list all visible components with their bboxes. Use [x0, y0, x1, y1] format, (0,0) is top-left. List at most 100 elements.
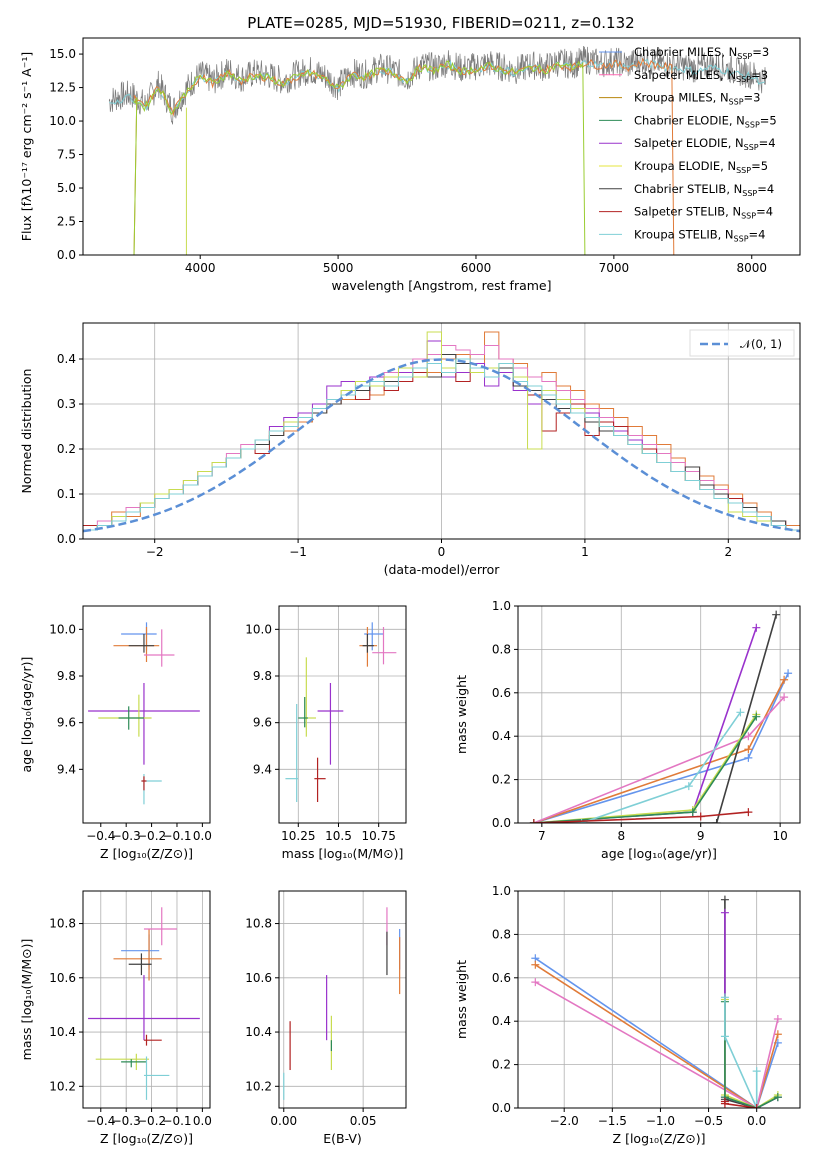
legend-suffix: =3 [752, 45, 769, 59]
series-marker [720, 1032, 729, 1041]
x-tick-label: 0.0 [747, 1114, 766, 1128]
mass-weight-series [724, 1001, 779, 1108]
series-marker [720, 908, 729, 917]
legend-suffix: =4 [756, 205, 773, 219]
y-tick-label: 9.6 [253, 716, 272, 730]
x-axis-label: Z [log₁₀(Z/Z⊙)] [100, 846, 193, 861]
series-marker [720, 1099, 729, 1108]
series-marker [773, 1030, 782, 1039]
series-marker [744, 753, 753, 762]
x-tick-label: 8 [617, 829, 625, 843]
mass-weight-series [724, 912, 779, 1108]
y-tick-label: 15.0 [49, 47, 76, 61]
panel-age-vs-mass: 10.25 10.5 10.75 9.4 9.6 9.8 10.0 mass [log₁₀(M… [245, 605, 407, 861]
x-tick-label: 0.0 [193, 829, 212, 843]
axes-frame [278, 890, 407, 1109]
series-marker [752, 1067, 761, 1076]
y-tick-label: 0.4 [492, 729, 511, 743]
series-marker [773, 1093, 782, 1102]
series-marker [780, 675, 789, 684]
x-tick-label: 10 [773, 829, 788, 843]
axes-frame [517, 890, 801, 1109]
mass-weight-series [724, 899, 779, 1108]
y-tick-label: 10.4 [245, 1025, 272, 1039]
errorbar-point [88, 975, 200, 1041]
x-tick-label: 9 [697, 829, 705, 843]
x-tick-label: −1.5 [598, 1114, 627, 1128]
x-tick-label: 1 [581, 545, 589, 559]
y-tick-label: 0.6 [492, 686, 511, 700]
errorbar-point [143, 907, 177, 946]
errorbar-point [285, 704, 299, 802]
plot-area [518, 606, 800, 823]
axes-frame [82, 322, 801, 540]
x-tick-label: −0.3 [112, 829, 141, 843]
series-marker [784, 669, 793, 678]
y-tick-label: 10.0 [49, 622, 76, 636]
panel-mass-vs-EBV: 0.00 0.05 10.2 10.4 10.6 10.8 E(B-V) [245, 890, 407, 1146]
series-marker [752, 1104, 761, 1108]
panel-massweight-vs-age: 7 8 9 10 0.0 0.2 0.4 0.6 0.8 1.0 age [log₁₀(age/yr… [454, 599, 801, 861]
mass-weight-series [533, 714, 757, 823]
legend-subscript: SSP [737, 52, 752, 61]
panel-mass-vs-Z: −0.4−0.3−0.2−0.1 0.0 10.2 10.4 10.6 10.8 Z [lo… [19, 890, 212, 1146]
errorbar-point [141, 776, 147, 791]
errorbar-point [298, 697, 308, 728]
legend-entry-label: Salpeter ELODIE, NSSP=4 [634, 136, 776, 152]
plot-area [108, 45, 766, 255]
legend-subscript: SSP [742, 189, 757, 198]
x-tick-label: −1 [289, 545, 307, 559]
y-tick-label: 1.0 [492, 884, 511, 898]
series-marker [780, 693, 789, 702]
x-tick-label: 10.5 [325, 829, 352, 843]
y-tick-label: 0.2 [492, 773, 511, 787]
errorbar-point [113, 627, 160, 662]
legend-suffix: =5 [760, 113, 777, 127]
gaussian-curve [83, 358, 800, 533]
series-marker [744, 808, 753, 817]
series-marker [744, 732, 753, 741]
x-axis-label: E(B-V) [323, 1131, 362, 1146]
legend-subscript: SSP [744, 143, 759, 152]
legend-suffix: =5 [751, 159, 768, 173]
y-axis-label: Normed distribution [19, 369, 34, 494]
legend-entry-label: 𝒩(0, 1) [740, 337, 782, 351]
series-marker [752, 712, 761, 721]
x-tick-label: −2 [146, 545, 164, 559]
x-tick-label: −0.5 [694, 1114, 723, 1128]
legend-entry-label: Chabrier STELIB, NSSP=4 [634, 182, 774, 198]
series-marker [684, 782, 693, 791]
series-marker [744, 745, 753, 754]
errorbar-point [317, 683, 344, 765]
legend: Chabrier MILES, NSSP=3 Salpeter MILES, NS… [599, 45, 777, 243]
legend-entry-label: Salpeter MILES, NSSP=3 [634, 68, 768, 84]
x-tick-label: 5000 [323, 261, 354, 275]
y-tick-label: 0.6 [492, 971, 511, 985]
panel-spectrum: 4000 5000 6000 7000 8000 0.0 2.5 5.0 7.5 10.0 12.5… [19, 37, 801, 293]
y-axis-label: mass [log₁₀(M/M⊙)] [19, 939, 34, 1061]
y-tick-label: 10.2 [245, 1079, 272, 1093]
x-tick-label: 0.0 [193, 1114, 212, 1128]
x-tick-label: 0.05 [350, 1114, 377, 1128]
errorbar-point [372, 627, 397, 665]
errorbar-point [88, 683, 200, 765]
series-marker [531, 960, 540, 969]
legend-suffix: =4 [749, 227, 766, 241]
x-axis-label: Z [log₁₀(Z/Z⊙)] [100, 1131, 193, 1146]
y-tick-label: 9.8 [253, 669, 272, 683]
legend-suffix: =4 [757, 182, 774, 196]
legend-subscript: SSP [741, 212, 756, 221]
x-tick-label: 6000 [461, 261, 492, 275]
legend-subscript: SSP [736, 75, 751, 84]
y-tick-label: 0.4 [57, 352, 76, 366]
series-marker [773, 1015, 782, 1024]
mass-weight-series [534, 957, 779, 1108]
legend-entry-label: Chabrier MILES, NSSP=3 [634, 45, 769, 61]
y-tick-label: 0.0 [57, 248, 76, 262]
y-tick-label: 5.0 [57, 181, 76, 195]
y-tick-label: 0.8 [492, 642, 511, 656]
histogram-series [83, 358, 800, 531]
figure-title: PLATE=0285, MJD=51930, FIBERID=0211, z=0… [247, 14, 634, 32]
series-marker [531, 978, 540, 987]
y-tick-label: 0.0 [492, 816, 511, 830]
